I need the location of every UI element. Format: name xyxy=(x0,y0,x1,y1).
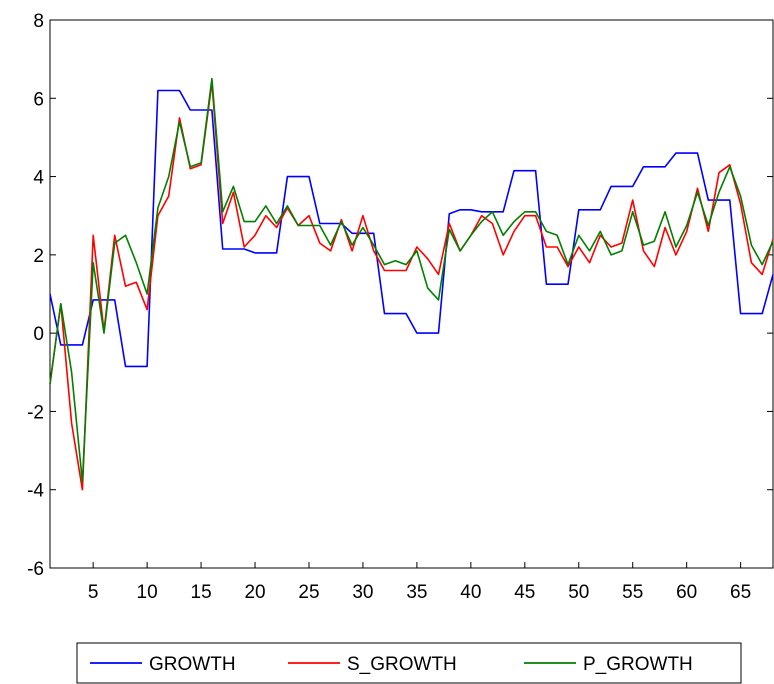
series-line-p-growth xyxy=(49,77,774,483)
x-tick-label: 65 xyxy=(730,582,751,603)
y-tick-label: 0 xyxy=(33,324,44,345)
legend-label-p-growth: P_GROWTH xyxy=(583,654,693,675)
y-tick-label: 8 xyxy=(33,11,44,32)
y-tick-label: -6 xyxy=(27,559,44,580)
x-tick-label: 60 xyxy=(676,582,697,603)
legend: GROWTH S_GROWTH P_GROWTH xyxy=(76,642,742,684)
y-tick-label: -4 xyxy=(27,481,44,502)
plot-area: -6 -4 -2 0 2 4 6 8 5 10 15 20 25 30 35 40 45 50 55 60 65 xyxy=(27,11,774,603)
y-tick-label: 4 xyxy=(33,168,44,189)
y-tick-label: 2 xyxy=(33,246,44,267)
x-tick-label: 15 xyxy=(191,582,212,603)
x-tick-label: 50 xyxy=(568,582,589,603)
x-tick-label: 35 xyxy=(406,582,427,603)
x-tick-label: 40 xyxy=(460,582,481,603)
x-tick-label: 45 xyxy=(514,582,535,603)
legend-label-growth: GROWTH xyxy=(149,654,236,675)
y-tick-label: 6 xyxy=(33,89,44,110)
plot-frame xyxy=(49,19,774,569)
legend-label-s-growth: S_GROWTH xyxy=(347,654,457,675)
series-line-s-growth xyxy=(49,81,774,491)
x-tick-label: 5 xyxy=(88,582,99,603)
x-tick-label: 10 xyxy=(137,582,158,603)
x-tick-label: 25 xyxy=(298,582,319,603)
y-tick-label: -2 xyxy=(27,402,44,423)
x-tick-label: 30 xyxy=(352,582,373,603)
series-line-growth xyxy=(49,89,774,368)
x-tick-label: 20 xyxy=(244,582,265,603)
x-tick-label: 55 xyxy=(622,582,643,603)
legend-box xyxy=(76,642,742,684)
